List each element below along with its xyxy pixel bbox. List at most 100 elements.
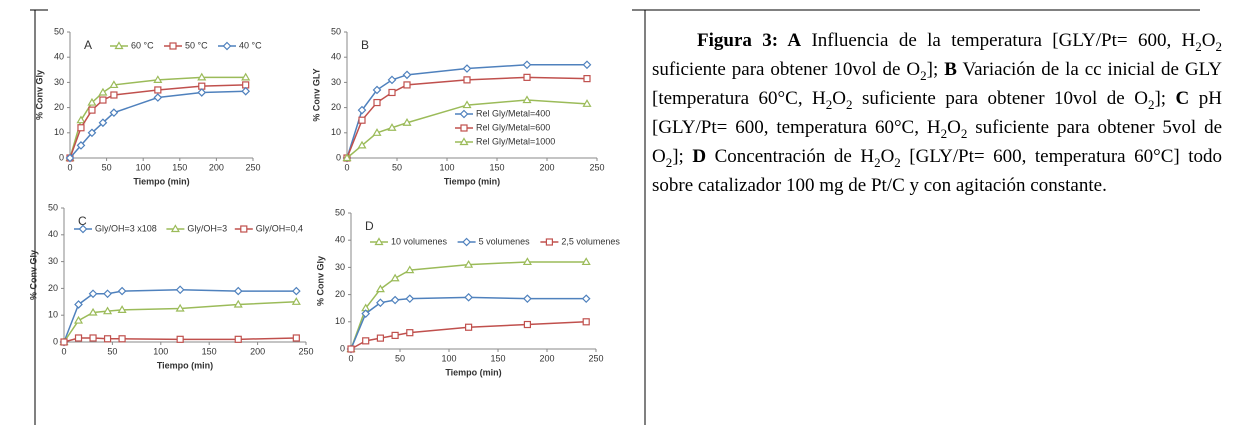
x-tick-label: 200 xyxy=(539,353,554,363)
marker xyxy=(169,42,177,50)
panel-label: C xyxy=(78,214,87,228)
caption-text: Influencia de la temperatura [GLY/Pt= 60… xyxy=(801,30,1196,51)
marker xyxy=(373,98,381,107)
x-tick-label: 250 xyxy=(588,353,603,363)
marker xyxy=(522,60,532,70)
marker xyxy=(117,286,127,296)
legend-label: Rel Gly/Metal=1000 xyxy=(476,136,555,146)
series-line xyxy=(346,99,588,159)
panel-label: A xyxy=(84,38,92,52)
x-tick-label: 50 xyxy=(102,162,112,172)
marker xyxy=(170,224,180,233)
x-axis-label: Tiempo (min) xyxy=(133,176,189,186)
marker xyxy=(402,70,412,80)
marker xyxy=(523,320,532,329)
marker xyxy=(109,108,119,117)
legend-label: Rel Gly/Metal=400 xyxy=(476,108,550,118)
legend-label: 2,5 volumenes xyxy=(561,236,620,246)
marker xyxy=(342,153,352,162)
x-tick-label: 50 xyxy=(395,353,405,363)
marker xyxy=(464,259,474,268)
x-tick-label: 0 xyxy=(61,346,66,356)
x-tick-label: 150 xyxy=(172,162,187,172)
y-tick-label: 30 xyxy=(335,262,345,272)
series-line xyxy=(69,76,246,159)
marker xyxy=(175,285,185,295)
marker xyxy=(78,224,88,234)
marker xyxy=(462,100,472,109)
legend-label: 10 volumenes xyxy=(391,236,448,246)
x-tick-label: 200 xyxy=(250,346,265,356)
caption-text: ]; xyxy=(926,59,945,80)
y-tick-label: 10 xyxy=(54,127,64,137)
marker xyxy=(222,41,232,51)
marker xyxy=(459,137,469,146)
marker xyxy=(103,335,112,343)
marker xyxy=(234,335,242,343)
caption-text: ]; xyxy=(1154,88,1176,109)
caption-text: O xyxy=(832,88,847,109)
caption-subscript: 2 xyxy=(846,96,853,112)
marker xyxy=(109,80,119,89)
marker xyxy=(357,105,367,115)
marker xyxy=(390,295,400,305)
y-tick-label: 20 xyxy=(48,283,58,293)
x-tick-label: 250 xyxy=(245,162,260,172)
y-tick-label: 40 xyxy=(335,235,345,245)
marker xyxy=(372,128,382,136)
x-tick-label: 200 xyxy=(539,162,554,172)
caption-subscript: 2 xyxy=(874,154,881,170)
marker xyxy=(241,86,251,96)
y-tick-label: 20 xyxy=(335,289,345,299)
y-tick-label: 40 xyxy=(48,229,58,239)
y-tick-label: 0 xyxy=(336,152,341,162)
caption-subscript: 2 xyxy=(665,154,673,170)
marker xyxy=(387,123,397,131)
marker xyxy=(523,73,531,81)
marker xyxy=(347,345,355,353)
y-axis-label: % Conv Gly xyxy=(28,250,38,300)
marker xyxy=(405,265,415,274)
marker xyxy=(73,315,84,324)
caption-subscript: 2 xyxy=(894,154,901,170)
marker xyxy=(375,284,385,293)
marker xyxy=(77,124,85,132)
marker xyxy=(118,335,126,343)
marker xyxy=(358,116,366,124)
caption-text: [GLY/Pt= 600, temperatura 60°C] todo sob… xyxy=(652,146,1222,196)
marker xyxy=(65,153,75,163)
y-tick-label: 10 xyxy=(331,127,341,137)
y-tick-label: 20 xyxy=(54,102,64,112)
x-tick-label: 50 xyxy=(392,162,402,172)
caption-text: O xyxy=(947,117,961,138)
marker xyxy=(154,86,162,94)
legend-label: 50 °C xyxy=(185,40,208,50)
x-tick-label: 150 xyxy=(202,346,217,356)
caption-subscript: 2 xyxy=(825,96,833,112)
legend-label: Rel Gly/Metal=600 xyxy=(476,122,550,132)
marker xyxy=(98,87,108,96)
x-axis-label: Tiempo (min) xyxy=(157,360,213,370)
legend-label: 5 volumenes xyxy=(479,236,531,246)
marker xyxy=(402,118,412,126)
x-tick-label: 0 xyxy=(348,353,353,363)
marker xyxy=(372,85,382,95)
y-axis-label: % Conv Gly xyxy=(34,70,44,120)
series-line xyxy=(63,301,297,343)
marker xyxy=(103,289,112,299)
x-axis-label: Tiempo (min) xyxy=(444,176,500,186)
marker xyxy=(153,75,163,83)
marker xyxy=(522,95,532,104)
marker xyxy=(362,337,370,345)
marker xyxy=(462,64,472,73)
caption-subscript: 2 xyxy=(940,125,948,141)
marker xyxy=(405,294,415,304)
marker xyxy=(388,88,396,97)
legend-label: Gly/OH=3 x108 xyxy=(95,223,157,233)
caption-subscript: 2 xyxy=(1195,38,1202,54)
caption-subscript: 2 xyxy=(1147,96,1155,112)
caption-text: O xyxy=(1201,30,1216,51)
caption-subscript: 2 xyxy=(960,125,968,141)
